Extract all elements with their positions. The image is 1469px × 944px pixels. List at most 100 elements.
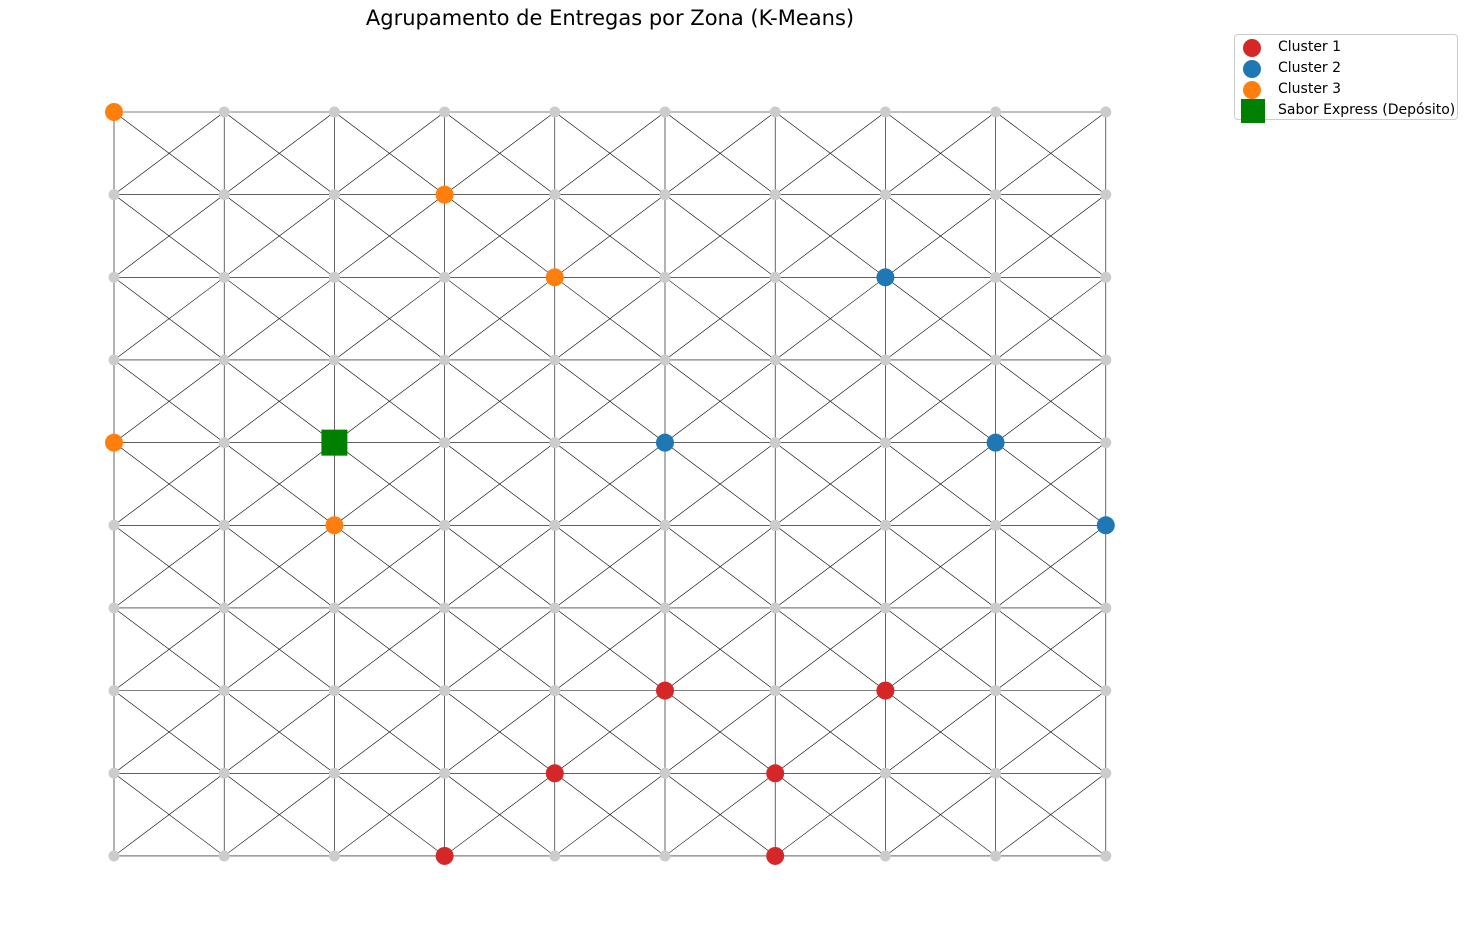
grid-node — [328, 602, 340, 614]
grid-node — [990, 271, 1002, 283]
legend-item: Sabor Express (Depósito) — [1235, 99, 1457, 123]
grid-node — [328, 271, 340, 283]
grid-node — [549, 519, 561, 531]
grid-edge-diagonal — [885, 359, 996, 443]
grid-edge-diagonal — [664, 773, 776, 857]
grid-edge-diagonal — [224, 359, 335, 443]
grid-node — [439, 354, 451, 366]
grid-node — [879, 850, 891, 862]
grid-edge-diagonal — [113, 525, 225, 609]
grid-edge-diagonal — [775, 442, 886, 526]
grid-edge-diagonal — [995, 442, 1106, 526]
grid-node — [879, 437, 891, 449]
grid-edge-diagonal — [664, 607, 776, 691]
grid-node — [328, 106, 340, 118]
grid-node — [108, 850, 120, 862]
grid-node — [549, 685, 561, 697]
grid-node — [879, 189, 891, 201]
legend-marker — [1243, 39, 1261, 57]
legend-label: Sabor Express (Depósito) — [1278, 102, 1456, 118]
grid-edge-diagonal — [775, 194, 886, 278]
grid-edge-diagonal — [885, 607, 996, 691]
grid-edge-diagonal — [554, 525, 666, 609]
grid-node — [990, 519, 1002, 531]
grid-node — [990, 602, 1002, 614]
grid-node — [659, 354, 671, 366]
legend-label: Cluster 2 — [1278, 60, 1342, 76]
grid-node — [218, 602, 230, 614]
grid-edge-diagonal — [554, 773, 666, 857]
grid-node — [328, 354, 340, 366]
grid-edge-diagonal — [995, 607, 1106, 691]
cluster-point — [545, 268, 564, 287]
grid-edge-diagonal — [224, 525, 335, 609]
grid-edge-diagonal — [444, 111, 555, 195]
grid-node — [769, 685, 781, 697]
cluster-point — [656, 681, 674, 700]
grid-edge-diagonal — [224, 442, 335, 526]
grid-edge-diagonal — [334, 111, 445, 195]
grid-edge-diagonal — [775, 111, 886, 195]
grid-node — [549, 354, 561, 366]
grid-node — [1100, 602, 1112, 614]
grid-node — [549, 850, 561, 862]
grid-node — [659, 602, 671, 614]
cluster-point — [325, 516, 344, 535]
grid-node — [990, 767, 1002, 779]
grid-edge-diagonal — [554, 442, 666, 526]
cluster-point — [545, 764, 564, 783]
grid-node — [990, 189, 1002, 201]
chart-title: Agrupamento de Entregas por Zona (K-Mean… — [365, 6, 855, 30]
grid-edge-diagonal — [444, 359, 555, 443]
grid-edge-diagonal — [224, 773, 335, 857]
grid-edge-diagonal — [995, 277, 1106, 361]
legend-item: Cluster 1 — [1235, 37, 1457, 58]
cluster-point — [435, 185, 454, 204]
grid-node — [769, 271, 781, 283]
grid-edge-diagonal — [554, 194, 666, 278]
grid-node — [549, 189, 561, 201]
grid-edge-diagonal — [224, 607, 335, 691]
grid-node — [218, 850, 230, 862]
grid-node — [659, 519, 671, 531]
grid-node — [439, 602, 451, 614]
legend-marker — [1241, 99, 1265, 123]
grid-node — [218, 354, 230, 366]
grid-edge-diagonal — [885, 442, 996, 526]
grid-edge-diagonal — [775, 525, 886, 609]
grid-edge-diagonal — [554, 607, 666, 691]
grid-node — [1100, 850, 1112, 862]
grid-edge-diagonal — [995, 525, 1106, 609]
grid-edge-diagonal — [775, 277, 886, 361]
grid-edge-diagonal — [444, 442, 555, 526]
grid-node — [108, 354, 120, 366]
grid-node — [879, 106, 891, 118]
grid-node — [1100, 271, 1112, 283]
legend: Cluster 1 Cluster 2 Cluster 3 Sabor Express… — [1234, 34, 1458, 123]
legend-item: Cluster 2 — [1235, 58, 1457, 79]
grid-node — [328, 850, 340, 862]
grid-edge-diagonal — [995, 111, 1106, 195]
grid-edge-diagonal — [113, 690, 225, 774]
legend-marker — [1243, 81, 1261, 99]
grid-node — [769, 519, 781, 531]
grid-edge-diagonal — [444, 277, 555, 361]
grid-node — [769, 189, 781, 201]
grid-edge-diagonal — [664, 690, 776, 774]
grid-edge-diagonal — [664, 111, 776, 195]
grid-edge-diagonal — [334, 525, 445, 609]
grid-edge-diagonal — [334, 194, 445, 278]
grid-node — [769, 437, 781, 449]
grid-edge-diagonal — [113, 194, 225, 278]
cluster-point — [656, 433, 674, 452]
depot-point — [321, 429, 348, 456]
grid-edge-diagonal — [885, 277, 996, 361]
grid-edge-diagonal — [113, 442, 225, 526]
grid-edge-diagonal — [885, 690, 996, 774]
grid-edge-diagonal — [113, 359, 225, 443]
grid-edge-diagonal — [775, 773, 886, 857]
grid-node — [328, 189, 340, 201]
grid-edge-diagonal — [224, 277, 335, 361]
grid-edge-diagonal — [664, 359, 776, 443]
